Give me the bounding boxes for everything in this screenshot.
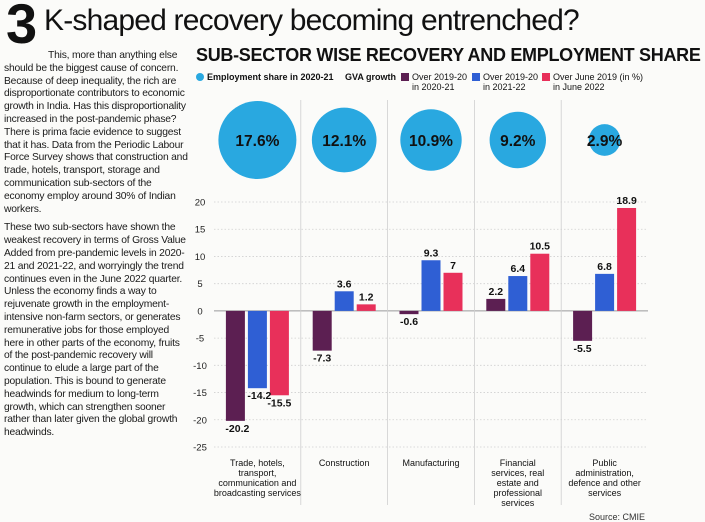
bar bbox=[225, 310, 245, 421]
category-label: broadcasting services bbox=[214, 488, 302, 498]
y-tick-label: -10 bbox=[193, 361, 207, 372]
headline-number: 3 bbox=[6, 0, 38, 55]
category-label: administration, bbox=[575, 468, 634, 478]
category-label: professional bbox=[494, 488, 543, 498]
employment-bubble bbox=[400, 109, 462, 171]
bar bbox=[356, 304, 376, 311]
y-tick-label: -5 bbox=[196, 334, 204, 345]
employment-share-label: 2.9% bbox=[587, 133, 623, 150]
bar-value-label: -5.5 bbox=[574, 343, 592, 355]
category-label: communication and bbox=[218, 478, 296, 488]
employment-bubble bbox=[311, 107, 377, 173]
legend-series-1-label: Over 2019-20 in 2020-21 bbox=[412, 72, 468, 92]
article-text: This, more than anything else should be … bbox=[4, 50, 190, 446]
y-tick-label: -15 bbox=[193, 388, 207, 399]
category-label: services bbox=[588, 488, 622, 498]
headline: 3 K-shaped recovery becoming entrenched? bbox=[0, 0, 705, 54]
category-label: services, real bbox=[491, 468, 544, 478]
bar bbox=[573, 310, 593, 341]
y-tick-label: 20 bbox=[195, 198, 206, 209]
legend-employment-label: Employment share in 2020-21 bbox=[207, 72, 334, 82]
bar-value-label: 1.2 bbox=[359, 291, 374, 303]
employment-share-label: 12.1% bbox=[322, 133, 366, 150]
bar bbox=[312, 310, 332, 351]
employment-bubble bbox=[489, 111, 546, 169]
headline-title: K-shaped recovery becoming entrenched? bbox=[44, 4, 580, 37]
bar-value-label: 9.3 bbox=[424, 247, 439, 259]
bar bbox=[247, 310, 267, 389]
category-label: transport, bbox=[238, 468, 276, 478]
category-label: Manufacturing bbox=[402, 458, 459, 468]
bar bbox=[508, 276, 528, 311]
legend-employment-swatch bbox=[196, 73, 204, 81]
bar-value-label: -7.3 bbox=[313, 353, 331, 365]
bar-value-label: 7 bbox=[450, 260, 456, 272]
bar-value-label: 6.8 bbox=[597, 261, 612, 273]
bar bbox=[486, 298, 506, 311]
source-note: Source: CMIE bbox=[588, 512, 645, 522]
y-tick-label: 0 bbox=[197, 306, 202, 317]
chart-title: SUB-SECTOR WISE RECOVERY AND EMPLOYMENT … bbox=[196, 45, 701, 65]
bar-value-label: -0.6 bbox=[400, 316, 418, 328]
employment-bubble bbox=[218, 101, 297, 179]
bar bbox=[334, 291, 354, 311]
legend-series-2-label: Over 2019-20 in 2021-22 bbox=[483, 72, 539, 92]
bar bbox=[399, 310, 419, 315]
employment-share-label: 10.9% bbox=[409, 133, 453, 150]
bar bbox=[269, 310, 289, 396]
legend-series-3-swatch bbox=[542, 73, 550, 81]
category-label: estate and bbox=[497, 478, 539, 488]
article-paragraph: These two sub-sectors have shown the wea… bbox=[4, 222, 186, 439]
bar-value-label: -14.2 bbox=[247, 390, 271, 402]
bar bbox=[595, 273, 615, 311]
article-paragraph: This, more than anything else should be … bbox=[4, 50, 188, 215]
legend-series-2: Over 2019-20 in 2021-22 bbox=[472, 72, 542, 92]
bar-value-label: -15.5 bbox=[267, 397, 291, 409]
category-label: Construction bbox=[319, 458, 370, 468]
bar-value-label: 18.9 bbox=[616, 195, 637, 207]
bar bbox=[617, 207, 637, 311]
bar-value-label: 6.4 bbox=[510, 263, 525, 275]
category-label: services bbox=[501, 498, 535, 508]
legend-series-2-swatch bbox=[472, 73, 480, 81]
legend-series-3-label: Over June 2019 (in %) in June 2022 bbox=[553, 72, 644, 92]
category-label: Trade, hotels, bbox=[230, 458, 285, 468]
legend-series-3: Over June 2019 (in %) in June 2022 bbox=[542, 72, 646, 92]
y-tick-label: -20 bbox=[193, 415, 207, 426]
chart-legend: Employment share in 2020-21 GVA growth O… bbox=[196, 69, 701, 97]
bar-value-label: 3.6 bbox=[337, 278, 352, 290]
bar-value-label: 10.5 bbox=[530, 241, 551, 253]
category-label: Financial bbox=[500, 458, 536, 468]
category-label: defence and other bbox=[568, 478, 641, 488]
employment-bubble bbox=[588, 124, 621, 156]
category-label: Public bbox=[592, 458, 617, 468]
y-tick-label: 15 bbox=[195, 225, 206, 236]
bar bbox=[530, 253, 550, 311]
y-tick-label: 10 bbox=[195, 252, 206, 263]
employment-share-label: 17.6% bbox=[235, 133, 279, 150]
y-tick-label: 5 bbox=[197, 279, 202, 290]
y-tick-label: -25 bbox=[193, 443, 207, 454]
bar-value-label: -20.2 bbox=[225, 423, 249, 435]
bar-value-label: 2.2 bbox=[488, 286, 503, 298]
bar bbox=[421, 260, 441, 311]
legend-gva-label: GVA growth bbox=[345, 72, 396, 82]
bar bbox=[443, 272, 463, 311]
employment-share-label: 9.2% bbox=[500, 133, 536, 150]
legend-employment: Employment share in 2020-21 bbox=[196, 72, 334, 82]
legend-series-1: Over 2019-20 in 2020-21 bbox=[401, 72, 471, 92]
legend-series-1-swatch bbox=[401, 73, 409, 81]
